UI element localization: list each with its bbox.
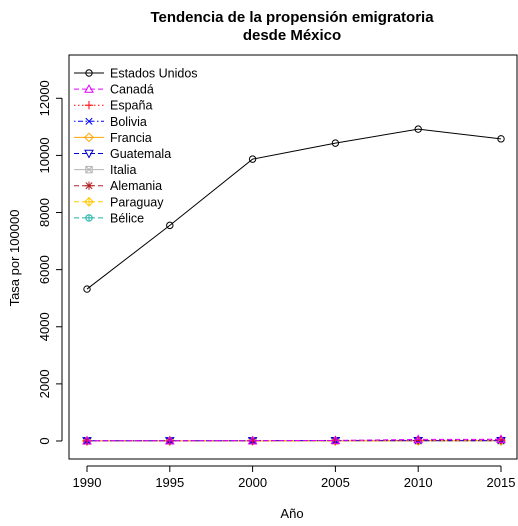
y-tick-label: 12000 (37, 80, 52, 116)
x-tick-label: 1990 (73, 475, 102, 490)
x-tick-label: 1995 (155, 475, 184, 490)
data-point (497, 135, 505, 143)
data-point (414, 125, 422, 133)
legend-marker (84, 181, 94, 190)
data-point (247, 435, 258, 446)
x-tick-label: 2010 (404, 475, 433, 490)
series-1 (82, 434, 506, 445)
data-point (413, 434, 424, 444)
legend: Estados Unidos Canadá España Bolivia Francia… (74, 67, 198, 225)
legend-marker (84, 149, 94, 159)
y-tick-label: 10000 (37, 137, 52, 173)
data-point (331, 139, 340, 147)
legend-marker (84, 196, 94, 207)
y-axis-label: Tasa por 100000 (7, 210, 22, 307)
legend-marker (84, 132, 94, 143)
series-line (86, 128, 502, 290)
legend-marker (85, 214, 93, 222)
legend-item: Italia (74, 163, 136, 177)
series-0 (83, 125, 505, 293)
legend-label: Francia (110, 131, 152, 145)
x-axis: 1990 1995 2000 2005 2010 2015 (73, 465, 516, 490)
data-point (164, 435, 175, 445)
legend-item: Estados Unidos (74, 67, 198, 81)
data-point (247, 435, 258, 445)
x-axis-label: Año (280, 506, 303, 521)
legend-item: Guatemala (74, 147, 171, 161)
data-point (330, 435, 341, 446)
data-point (82, 435, 92, 445)
legend-item: Bélice (74, 211, 144, 225)
data-point (496, 434, 506, 443)
data-point (248, 155, 257, 163)
legend-label: Alemania (110, 179, 162, 193)
chart-subtitle: desde México (243, 27, 341, 44)
legend-label: Guatemala (110, 147, 171, 161)
series-line (86, 438, 502, 442)
legend-label: Estados Unidos (110, 67, 198, 81)
legend-item: Paraguay (74, 195, 164, 209)
chart-title: Tendencia de la propensión emigratoria (150, 9, 434, 26)
legend-label: Bélice (110, 211, 144, 225)
legend-item: España (74, 99, 152, 113)
legend-item: Alemania (74, 179, 162, 193)
x-tick-label: 2000 (238, 475, 267, 490)
y-tick-label: 4000 (37, 312, 52, 341)
legend-item: Bolivia (74, 115, 147, 129)
legend-marker (85, 69, 93, 77)
legend-label: Paraguay (110, 195, 164, 209)
legend-marker (84, 84, 94, 93)
legend-label: Italia (110, 163, 136, 177)
legend-label: España (110, 99, 152, 113)
legend-item: Francia (74, 131, 152, 145)
plot-box (68, 54, 518, 460)
data-point (330, 435, 341, 445)
y-tick-label: 6000 (37, 255, 52, 284)
series-layer (82, 125, 506, 446)
y-tick-label: 0 (37, 437, 52, 444)
data-point (166, 221, 174, 230)
legend-item: Canadá (74, 83, 154, 97)
y-axis: 0 2000 4000 6000 8000 10000 12000 (37, 80, 63, 445)
x-tick-label: 2005 (321, 475, 350, 490)
legend-label: Canadá (110, 83, 154, 97)
legend-marker (85, 165, 93, 174)
x-tick-label: 2015 (487, 475, 516, 490)
legend-marker (85, 117, 93, 125)
y-tick-label: 2000 (37, 369, 52, 398)
data-point (83, 285, 91, 293)
legend-label: Bolivia (110, 115, 147, 129)
y-tick-label: 8000 (37, 198, 52, 227)
legend-marker (84, 101, 94, 110)
